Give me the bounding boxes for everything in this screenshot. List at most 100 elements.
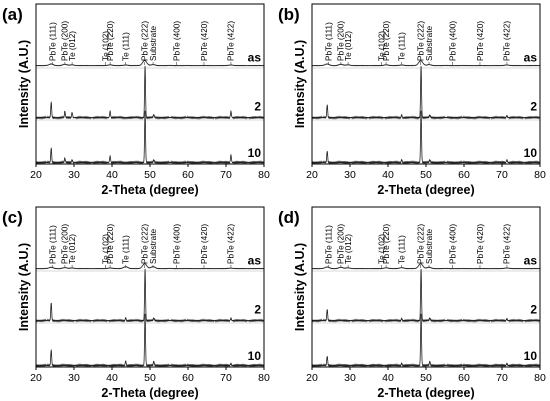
- x-tick-label: 70: [496, 372, 508, 384]
- peak-label: PbTe (420): [476, 224, 485, 264]
- series-label: as: [524, 254, 538, 268]
- peak-label: Substrate: [425, 26, 434, 61]
- series-trace-2: [35, 268, 265, 323]
- peak-label: PbTe (420): [200, 224, 209, 264]
- x-tick-label: 50: [144, 372, 156, 384]
- panel-label: (d): [278, 208, 300, 227]
- peak-label: Te (012): [344, 31, 353, 61]
- series-label: 10: [524, 349, 538, 363]
- peak-label: Te (111): [122, 235, 131, 264]
- series-label: 2: [254, 99, 261, 113]
- x-tick-label: 30: [344, 372, 356, 384]
- peak-label: PbTe (220): [106, 224, 115, 264]
- x-tick-label: 20: [306, 169, 318, 181]
- series-label: as: [524, 51, 538, 65]
- peak-label: Te (012): [68, 31, 77, 61]
- x-tick-label: 40: [382, 372, 394, 384]
- x-tick-label: 30: [344, 169, 356, 181]
- peak-label: PbTe (420): [200, 21, 209, 61]
- x-axis-title: 2-Theta (degree): [377, 386, 474, 400]
- x-tick-label: 80: [258, 372, 270, 384]
- panel-c: (c) as 2 10 PbTe (111) PbTe (200)Te (012) Te (…: [2, 206, 270, 400]
- peak-label: Substrate: [425, 229, 434, 264]
- peak-label: Te (102): [101, 31, 110, 61]
- peak-label: PbTe (111): [49, 225, 58, 264]
- series-label: 2: [530, 99, 537, 113]
- y-axis-title: Intensity (A.U.): [293, 40, 307, 128]
- y-axis-title: Intensity (A.U.): [17, 40, 31, 128]
- peak-label: PbTe (422): [227, 21, 236, 61]
- y-axis-title: Intensity (A.U.): [17, 243, 31, 331]
- peak-label: Te (012): [68, 234, 77, 264]
- x-tick-label: 70: [220, 169, 232, 181]
- x-tick-label: 40: [106, 372, 118, 384]
- series-label: as: [248, 51, 262, 65]
- series-label: 2: [530, 302, 537, 316]
- x-tick-label: 80: [258, 169, 270, 181]
- x-tick-label: 60: [458, 169, 470, 181]
- peak-label: PbTe (111): [325, 22, 334, 61]
- peak-label: PbTe (400): [172, 21, 181, 61]
- series-label: 2: [254, 302, 261, 316]
- peak-label: PbTe (222): [417, 224, 426, 264]
- series-trace-as: [311, 60, 541, 67]
- series-trace-10: [311, 313, 541, 368]
- x-tick-label: 40: [382, 169, 394, 181]
- series-trace-2: [35, 65, 265, 120]
- x-tick-label: 30: [68, 372, 80, 384]
- peak-label: Substrate: [149, 26, 158, 61]
- series-label: 10: [524, 146, 538, 160]
- x-tick-label: 80: [534, 169, 546, 181]
- series-trace-2: [311, 65, 541, 120]
- peak-label: PbTe (400): [172, 224, 181, 264]
- series-label: 10: [248, 146, 262, 160]
- x-tick-label: 20: [30, 372, 42, 384]
- peak-label: Te (111): [398, 235, 407, 264]
- peak-label: PbTe (200): [61, 21, 70, 61]
- x-tick-label: 40: [106, 169, 118, 181]
- peak-label: PbTe (422): [503, 21, 512, 61]
- series-trace-2: [311, 268, 541, 323]
- peak-label: PbTe (220): [106, 21, 115, 61]
- x-tick-label: 60: [458, 372, 470, 384]
- peak-label: PbTe (400): [448, 224, 457, 264]
- peak-label: PbTe (200): [61, 224, 70, 264]
- x-tick-label: 60: [182, 372, 194, 384]
- peak-label: PbTe (222): [141, 224, 150, 264]
- x-tick-label: 70: [496, 169, 508, 181]
- x-tick-label: 20: [30, 169, 42, 181]
- peak-label: PbTe (111): [49, 22, 58, 61]
- peak-label: Te (102): [377, 31, 386, 61]
- series-trace-as: [311, 263, 541, 270]
- x-tick-label: 70: [220, 372, 232, 384]
- series-trace-as: [35, 59, 265, 67]
- peak-label: Te (012): [344, 234, 353, 264]
- x-axis-title: 2-Theta (degree): [377, 183, 474, 197]
- y-axis-title: Intensity (A.U.): [293, 243, 307, 331]
- peak-label: PbTe (422): [227, 224, 236, 264]
- peak-label: PbTe (111): [325, 225, 334, 264]
- peak-label: PbTe (220): [382, 21, 391, 61]
- x-tick-label: 50: [420, 169, 432, 181]
- peak-label: Te (102): [377, 234, 386, 264]
- x-tick-label: 20: [306, 372, 318, 384]
- series-trace-as: [35, 263, 265, 270]
- peak-label: PbTe (200): [337, 21, 346, 61]
- peak-label: Te (102): [101, 234, 110, 264]
- peak-label: PbTe (222): [141, 21, 150, 61]
- series-label: as: [248, 254, 262, 268]
- peak-label: PbTe (222): [417, 21, 426, 61]
- panel-label: (a): [2, 5, 23, 24]
- x-tick-label: 30: [68, 169, 80, 181]
- peak-label: PbTe (400): [448, 21, 457, 61]
- panel-a: (a) as 2 10 PbTe (111) PbTe (200)Te (012) Te (…: [2, 3, 270, 197]
- peak-label: PbTe (420): [476, 21, 485, 61]
- series-label: 10: [248, 349, 262, 363]
- x-tick-label: 50: [144, 169, 156, 181]
- x-tick-label: 50: [420, 372, 432, 384]
- panel-d: (d) as 2 10 PbTe (111) PbTe (200)Te (012) Te (…: [278, 206, 546, 400]
- panel-label: (c): [2, 208, 23, 227]
- panel-label: (b): [278, 5, 300, 24]
- x-tick-label: 80: [534, 372, 546, 384]
